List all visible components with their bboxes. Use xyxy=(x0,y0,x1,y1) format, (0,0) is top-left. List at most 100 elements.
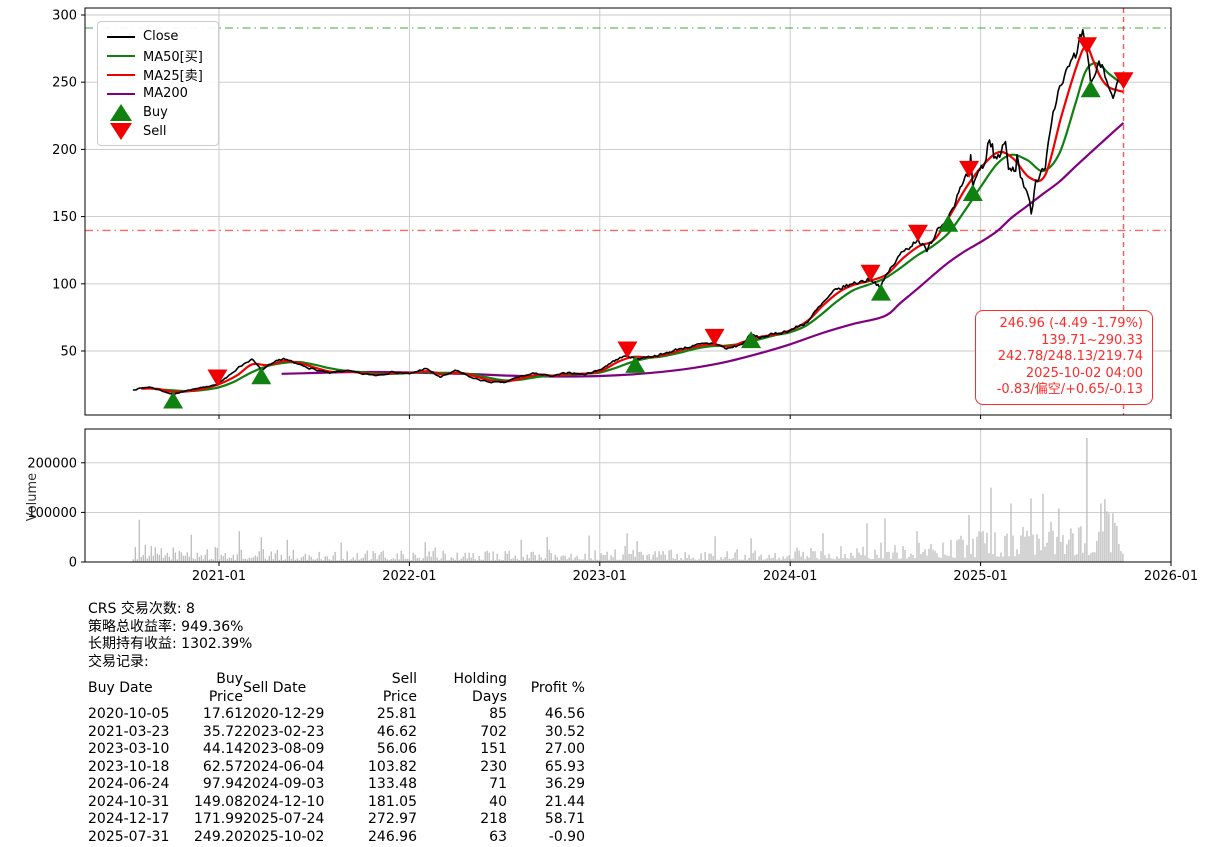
ma50-line-swatch xyxy=(106,54,136,57)
legend-label: Close xyxy=(143,29,179,44)
volume-panel-border xyxy=(84,428,1172,563)
buy-marker xyxy=(163,391,184,409)
table-cell: 2024-10-31 xyxy=(88,793,170,810)
sell-marker xyxy=(1113,72,1134,90)
strategy-stats: CRS 交易次数: 8 策略总收益率: 949.36% 长期持有收益: 1302… xyxy=(88,601,585,846)
table-row: 2021-03-23 35.72 2023-02-23 46.62 702 30.52 xyxy=(88,724,585,742)
y-tick-label: 250 xyxy=(52,76,77,91)
table-cell: 2023-03-10 xyxy=(88,741,170,757)
col-profit: Profit % xyxy=(530,679,585,696)
table-cell: 2021-03-23 xyxy=(88,723,170,740)
sell-marker xyxy=(908,224,929,242)
legend-label: Sell xyxy=(143,124,167,139)
table-cell: 21.44 xyxy=(544,793,585,810)
price-panel-border xyxy=(84,7,1172,416)
table-cell: 218 xyxy=(480,811,507,827)
table-cell: 181.05 xyxy=(368,793,417,810)
x-tick-label: 2023-01 xyxy=(573,569,627,584)
annotation-datetime: 2025-10-02 04:00 xyxy=(1025,365,1143,381)
buy-marker xyxy=(251,367,272,385)
table-cell: -0.90 xyxy=(548,828,585,845)
table-cell: 2024-12-10 xyxy=(243,793,325,810)
legend-label: MA200 xyxy=(143,86,188,101)
table-cell: 2020-12-29 xyxy=(243,706,325,722)
table-cell: 2023-10-18 xyxy=(88,758,170,775)
legend: Close MA50[买] MA25[卖] MA200 Buy Sell xyxy=(97,21,219,146)
table-cell: 58.71 xyxy=(544,811,585,827)
gridlines xyxy=(85,8,1172,563)
table-row: 2020-10-05 17.61 2020-12-29 25.81 85 46.56 xyxy=(88,706,585,724)
col-hold-days: Holding Days xyxy=(453,671,507,705)
buy-marker xyxy=(962,184,983,201)
close-line-swatch xyxy=(106,35,136,38)
trade-count: CRS 交易次数: 8 xyxy=(88,601,195,617)
table-row: 2025-07-31 249.20 2025-10-02 246.96 63 -0.90 xyxy=(88,829,585,847)
x-tick-label: 2024-01 xyxy=(763,569,817,584)
table-cell: 46.62 xyxy=(376,723,417,740)
legend-item-ma25: MA25[卖] xyxy=(106,65,210,84)
ma25-line-swatch xyxy=(106,73,136,76)
col-sell-price: Sell Price xyxy=(382,671,417,705)
x-tick-label: 2021-01 xyxy=(192,569,246,584)
table-cell: 30.52 xyxy=(544,723,585,740)
legend-item-close: Close xyxy=(106,27,210,46)
table-cell: 36.29 xyxy=(544,776,585,792)
table-cell: 2025-10-02 xyxy=(243,828,325,845)
hold-return: 长期持有收益: 1302.39% xyxy=(88,636,253,652)
axis-labels: 50 100 150 200 250 300 0 100000 200000 2021-01 202… xyxy=(27,9,1198,585)
trade-log-title: 交易记录: xyxy=(88,653,149,670)
ma200-line-swatch xyxy=(106,92,136,95)
table-cell: 133.48 xyxy=(368,776,417,792)
table-cell: 63 xyxy=(489,828,507,845)
volume-tick-label: 200000 xyxy=(27,456,77,471)
table-cell: 62.57 xyxy=(202,758,243,775)
axis-ticks xyxy=(81,14,1172,566)
table-row: 2024-06-24 97.94 2024-09-03 133.48 71 36.29 xyxy=(88,776,585,794)
table-cell: 2024-12-17 xyxy=(88,811,170,827)
y-tick-label: 50 xyxy=(60,345,77,360)
sell-marker xyxy=(1077,37,1098,55)
table-cell: 27.00 xyxy=(544,741,585,757)
table-cell: 2024-06-04 xyxy=(243,758,325,775)
buy-marker xyxy=(938,214,959,232)
y-tick-label: 200 xyxy=(52,143,77,158)
legend-label: MA50[买] xyxy=(143,50,203,65)
x-tick-label: 2025-01 xyxy=(953,569,1007,584)
volume-tick-label: 100000 xyxy=(27,506,77,521)
annotation-ma-values: 242.78/248.13/219.74 xyxy=(997,349,1143,364)
table-cell: 702 xyxy=(480,723,507,740)
chart-canvas: 50 100 150 200 250 300 0 100000 200000 2021-01 202… xyxy=(25,7,1198,585)
volume-axis-label: Volume xyxy=(25,473,40,521)
table-cell: 2020-10-05 xyxy=(88,706,170,722)
sell-marker xyxy=(959,160,980,178)
buy-marker xyxy=(870,283,891,301)
legend-label: Buy xyxy=(143,105,168,120)
table-cell: 97.94 xyxy=(202,776,243,792)
y-tick-label: 100 xyxy=(52,277,77,292)
table-cell: 56.06 xyxy=(376,741,417,757)
legend-item-ma50: MA50[买] xyxy=(106,46,210,65)
table-cell: 17.61 xyxy=(202,706,243,722)
table-cell: 46.56 xyxy=(544,706,585,722)
trade-table-header: Buy Date Buy Price Sell Date Sell Price … xyxy=(88,671,585,706)
table-cell: 151 xyxy=(480,741,507,757)
y-tick-label: 300 xyxy=(52,9,77,24)
table-cell: 149.08 xyxy=(194,793,243,810)
table-cell: 65.93 xyxy=(544,758,585,775)
sell-marker xyxy=(207,369,228,387)
table-cell: 249.20 xyxy=(194,828,243,845)
legend-label: MA25[卖] xyxy=(143,69,203,84)
table-cell: 2024-09-03 xyxy=(243,776,325,792)
strategy-return: 策略总收益率: 949.36% xyxy=(88,618,244,635)
table-cell: 230 xyxy=(480,758,507,775)
volume-tick-label: 0 xyxy=(69,556,77,571)
table-cell: 2024-06-24 xyxy=(88,776,170,792)
price-annotation-box: 246.96 (-4.49 -1.79%) 139.71~290.33 242.… xyxy=(975,310,1153,405)
sell-marker xyxy=(860,264,881,282)
table-cell: 246.96 xyxy=(368,828,417,845)
table-cell: 25.81 xyxy=(376,706,417,722)
table-cell: 35.72 xyxy=(202,723,243,740)
col-sell-date: Sell Date xyxy=(243,679,307,696)
sell-marker xyxy=(617,341,638,359)
buy-marker-icon xyxy=(106,104,136,121)
